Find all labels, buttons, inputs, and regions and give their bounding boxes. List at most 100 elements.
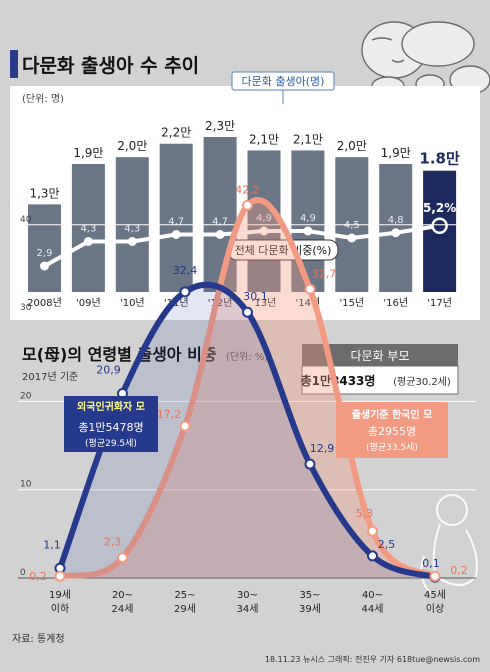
bar-value-label: 1,9만 (381, 146, 411, 160)
bar-value-label: 2,1만 (293, 132, 323, 146)
series-point (367, 550, 378, 562)
bottom-unit-label: (단위: %) (226, 350, 268, 363)
series-value-label: 1,1 (43, 538, 61, 551)
naturalized-box-avg: (평균29.5세) (85, 438, 137, 449)
bar-value-label: 2,1만 (249, 132, 279, 146)
bar-value-label: 1.8만 (419, 150, 460, 168)
share-value-label: 4,7 (212, 217, 228, 228)
source-text: 자료: 통계청 (12, 633, 65, 645)
bar (203, 137, 237, 292)
y-tick-label: 40 (20, 215, 32, 225)
y-tick-label: 10 (20, 480, 32, 490)
series-area (60, 199, 435, 578)
x-tick-label: 34세 (237, 603, 259, 615)
x-tick-label: 35~ (299, 590, 320, 601)
x-tick-label: 이상 (426, 603, 444, 615)
bar-value-label: 2,3만 (205, 119, 235, 133)
share-point (347, 233, 357, 243)
x-tick-label: '16년 (383, 297, 408, 309)
bar-value-labels: 1,3만 1,9만 2,0만 2,2만 2,3만 2,1만 2,1만 2,0만 1,9만 1.8만 (29, 119, 460, 200)
naturalized-mother-box: 외국인귀화자 모 총1만5478명 (평균29.5세) (64, 396, 158, 452)
series-value-label: 42,2 (235, 183, 260, 196)
share-point (303, 226, 313, 236)
bar-value-label: 2,2만 (161, 126, 191, 140)
series-point (242, 199, 253, 211)
share-point (40, 261, 49, 271)
bar-legend-label: 다문화 출생아(명) (242, 75, 325, 88)
bar (159, 143, 193, 292)
series-value-label: 5,3 (356, 507, 374, 520)
x-tick-label: 2008년 (27, 297, 62, 309)
share-value-label: 4,9 (300, 213, 316, 224)
top-x-axis: 2008년'09년'10년'11년'12년'13년'14년'15년'16년'17… (27, 297, 452, 309)
x-tick-label: '09년 (76, 297, 101, 309)
series-value-label: 0,2 (29, 570, 47, 583)
bar-value-label: 1,3만 (29, 186, 59, 200)
x-tick-label: 30~ (237, 590, 258, 601)
bottom-subtitle: 2017년 기준 (22, 371, 78, 383)
x-tick-label: '17년 (427, 297, 452, 309)
x-tick-label: 29세 (174, 603, 196, 615)
bar (28, 204, 61, 292)
series-value-label: 32,7 (312, 267, 337, 280)
share-value-label: 2,9 (37, 248, 53, 259)
x-tick-label: '13년 (252, 297, 277, 309)
share-value-label: 4,3 (80, 224, 96, 235)
bar-series (28, 137, 457, 292)
share-point (171, 230, 181, 239)
share-value-label: 4,9 (256, 213, 272, 224)
parents-info-count: 총1만8433명 (301, 373, 376, 388)
series-point (429, 570, 441, 582)
line-legend-label: 전체 다문화 비중(%) (235, 244, 332, 257)
parents-info-avg: (평균30.2세) (393, 376, 451, 388)
series-point (367, 525, 378, 537)
top-unit-label: (단위: 명) (22, 92, 64, 105)
share-point (431, 217, 448, 234)
series-value-label: 12,9 (310, 442, 335, 455)
share-value-label: 4,8 (388, 215, 404, 226)
korean-box-count: 총2955명 (368, 425, 416, 438)
naturalized-box-title: 외국인귀화자 모 (77, 400, 145, 413)
y-tick-label: 0 (20, 568, 26, 578)
x-tick-label: 이하 (51, 602, 69, 615)
series-value-label: 0,1 (422, 557, 440, 570)
series-point (179, 420, 191, 432)
x-tick-label: '15년 (339, 297, 364, 309)
bar-value-label: 1,9만 (73, 146, 103, 160)
bar-legend: 다문화 출생아(명) (231, 71, 335, 104)
x-tick-label: 24세 (112, 603, 134, 615)
series-value-label: 30,1 (243, 290, 268, 303)
y-tick-label: 20 (20, 391, 32, 401)
share-line-series: 2,9 4,3 4,3 4,7 4,7 4,9 4,9 4,5 4,8 5,2% (37, 201, 456, 271)
series-value-label: 0,2 (450, 564, 468, 577)
bar-value-label: 2,0만 (337, 139, 367, 153)
x-tick-label: 40~ (362, 590, 383, 601)
series-area (60, 284, 435, 578)
share-value-label: 4,7 (168, 217, 184, 228)
series-value-label: 17,2 (157, 408, 182, 421)
x-tick-label: 39세 (299, 603, 321, 615)
share-value-label: 4,5 (344, 220, 360, 231)
bar-value-label: 2,0만 (117, 139, 147, 153)
y-tick-label: 30 (20, 303, 32, 313)
bar (71, 163, 105, 292)
korean-box-avg: (평균33.5세) (366, 442, 418, 453)
x-tick-label: 20~ (112, 590, 133, 601)
parents-info-box: 다문화 부모 총1만8433명 (평균30.2세) (301, 344, 459, 395)
x-tick-label: 44세 (362, 603, 384, 615)
bar (379, 163, 413, 292)
share-value-label: 4,3 (124, 224, 140, 235)
series-point (179, 286, 191, 298)
share-line (43, 223, 440, 268)
credit-text: 18.11.23 뉴시스 그래픽: 전진우 기자 618tue@newsis.c… (265, 654, 480, 664)
x-tick-label: 45세 (424, 589, 446, 601)
series-point (242, 306, 253, 318)
series-value-label: 32,4 (173, 264, 198, 277)
parents-info-title: 다문화 부모 (350, 349, 409, 363)
share-point (215, 230, 225, 239)
series-point (54, 570, 66, 582)
share-point (127, 237, 137, 246)
